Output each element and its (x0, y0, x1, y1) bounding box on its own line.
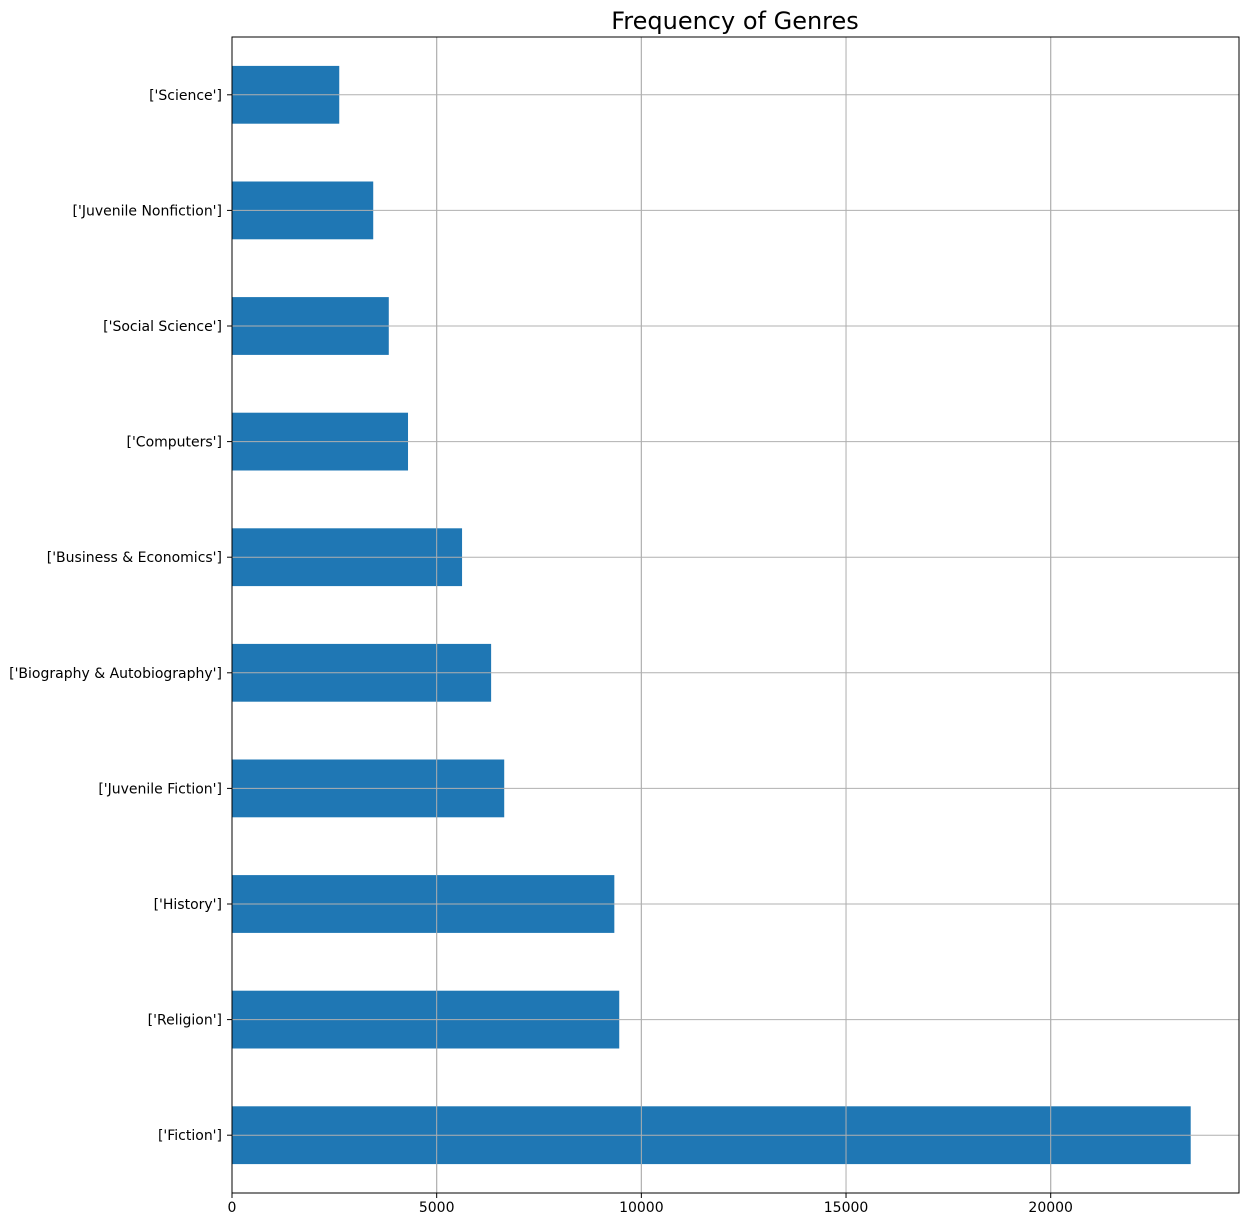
y-tick-label: ['Social Science'] (103, 319, 222, 335)
gridlines-over-bars (232, 37, 1239, 1193)
x-axis-ticks: 0 5000 10000 15000 20000 (228, 1193, 1073, 1216)
chart-title: Frequency of Genres (611, 7, 859, 35)
y-tick-label: ['Computers'] (126, 435, 222, 451)
x-tick-label: 0 (228, 1200, 237, 1216)
y-tick-label: ['Science'] (149, 88, 222, 104)
bars (232, 65, 1191, 1165)
y-tick-label: ['Business & Economics'] (47, 550, 222, 566)
y-tick-label: ['History'] (154, 897, 222, 913)
y-tick-label: ['Juvenile Nonfiction'] (73, 203, 222, 219)
y-tick-label: ['Religion'] (148, 1013, 222, 1029)
y-axis-ticks: ['Fiction'] ['Religion'] ['History'] ['Juve… (9, 88, 232, 1144)
y-tick-label: ['Fiction'] (158, 1128, 222, 1144)
x-tick-label: 20000 (1028, 1200, 1073, 1216)
y-tick-label: ['Juvenile Fiction'] (98, 781, 222, 797)
plot-area-frame (231, 36, 1240, 1194)
x-tick-label: 15000 (824, 1200, 869, 1216)
y-tick-label: ['Biography & Autobiography'] (9, 666, 222, 682)
x-tick-label: 5000 (419, 1200, 455, 1216)
x-tick-label: 10000 (619, 1200, 664, 1216)
